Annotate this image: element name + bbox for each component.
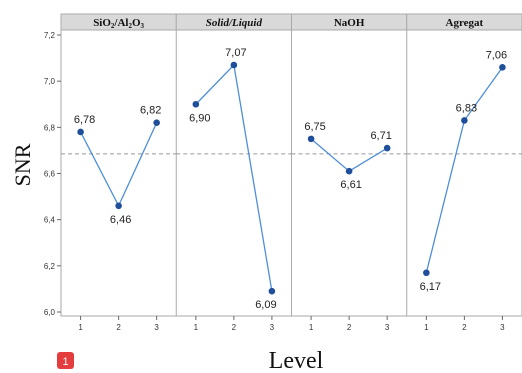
data-label: 7,06 [486,49,507,61]
panel: Solid/Liquid 1 2 3 6,90 7,07 6,09 [175,13,292,332]
y-tick-label: 6,4 [44,216,56,225]
data-label: 6,90 [189,112,210,124]
panel: SiO2/Al2O3 1 2 3 6,78 6,46 6,82 [60,13,177,332]
data-point [499,64,506,71]
data-label: 6,83 [456,102,477,114]
x-tick-label: 3 [154,323,159,332]
data-point [307,135,315,143]
y-tick-label: 6,8 [44,123,56,132]
data-label: 6,17 [420,281,441,293]
y-tick-label: 6,0 [44,308,56,317]
y-tick-label: 7,0 [44,77,56,86]
y-tick-label: 6,6 [44,170,56,179]
x-tick-label: 1 [194,323,199,332]
panel-header [406,13,522,31]
data-point [423,269,430,277]
panel-title: Agregat [446,17,484,29]
data-point [461,117,468,124]
x-axis-label: Level [269,348,324,373]
data-point [383,144,391,152]
x-tick-label: 2 [116,323,121,332]
data-label: 6,71 [370,130,391,142]
x-tick-label: 3 [270,323,275,332]
x-tick-label: 2 [462,323,467,332]
data-point [230,61,238,69]
y-axis-label: SNR [10,143,35,186]
panel-title: NaOH [334,17,365,29]
data-point [345,167,353,175]
panel-title: SiO2/Al2O3 [93,17,144,30]
data-point [115,202,122,210]
data-point [153,119,160,127]
data-label: 6,82 [140,105,161,117]
x-tick-label: 3 [385,323,390,332]
x-tick-label: 1 [424,323,429,332]
panel-title: Solid/Liquid [206,17,263,29]
x-tick-label: 1 [78,323,83,332]
x-tick-label: 2 [347,323,352,332]
data-label: 6,75 [304,121,325,133]
y-tick-label: 7,2 [44,31,56,40]
y-tick-label: 6,2 [44,262,56,271]
data-label: 6,78 [74,114,95,126]
x-tick-label: 1 [309,323,314,332]
panel: NaOH 1 2 3 6,75 6,61 6,71 [291,13,408,332]
data-point [192,100,200,108]
panel: Agregat 1 2 3 6,17 6,83 7,06 [406,13,522,332]
data-label: 6,09 [255,299,276,311]
x-tick-label: 2 [232,323,237,332]
data-label: 7,07 [225,47,246,59]
x-tick-label: 3 [500,323,505,332]
badge-box [57,352,74,369]
data-label: 6,46 [110,214,131,226]
data-label: 6,61 [340,179,361,191]
data-point [268,287,276,295]
badge-number: 1 [62,356,68,368]
data-point [77,128,84,136]
